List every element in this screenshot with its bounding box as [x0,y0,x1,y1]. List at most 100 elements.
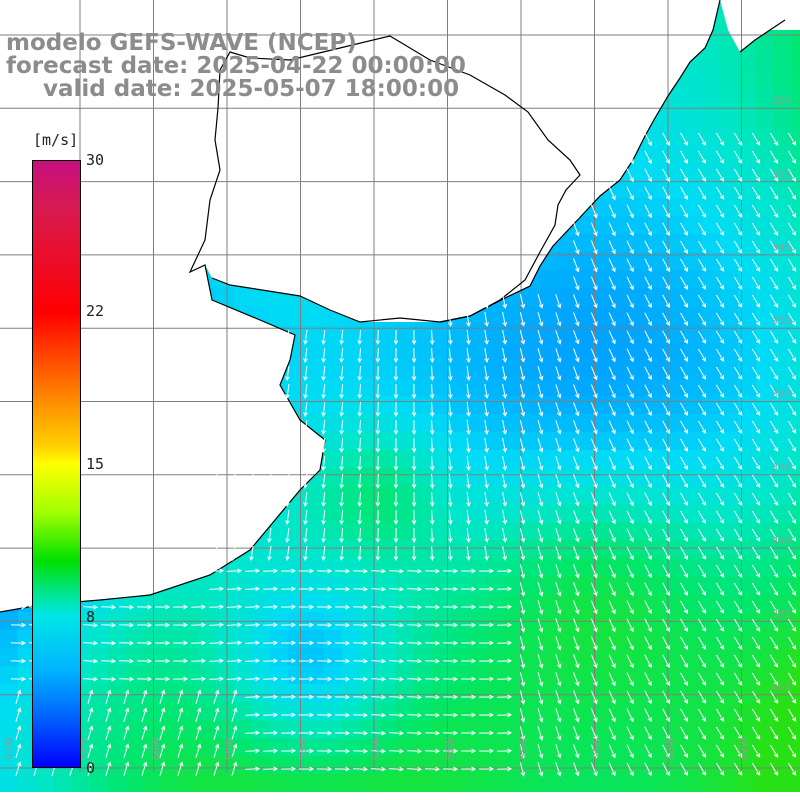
wind-arrow-icon [339,545,344,562]
wind-speed-cell [108,738,126,756]
wind-speed-cell [306,702,324,720]
wind-speed-cell [342,396,360,414]
wind-speed-cell [720,648,738,666]
wind-speed-cell [522,666,540,684]
wind-speed-cell [774,216,792,234]
wind-speed-cell [324,684,342,702]
wind-arrow-icon [244,694,261,700]
wind-arrow-icon [573,492,580,507]
wind-arrow-icon [555,582,562,597]
wind-arrow-icon [608,132,616,147]
wind-speed-cell [540,324,558,342]
wind-arrow-icon [447,455,453,472]
wind-arrow-icon [555,348,562,363]
wind-speed-cell [594,558,612,576]
wind-speed-cell [702,576,720,594]
wind-arrow-icon [502,402,508,417]
wind-arrow-icon [573,222,580,237]
wind-arrow-icon [662,402,670,417]
wind-arrow-icon [478,622,495,628]
wind-speed-cell [720,702,738,720]
wind-speed-cell [414,396,432,414]
wind-arrow-icon [715,240,725,254]
wind-arrow-icon [213,545,218,561]
wind-arrow-icon [298,694,315,700]
wind-arrow-icon [352,676,369,682]
wind-speed-cell [774,522,792,540]
wind-speed-cell [648,378,666,396]
wind-arrow-icon [466,383,471,399]
wind-speed-cell [576,774,594,792]
wind-arrow-icon [519,330,526,345]
wind-arrow-icon [334,640,351,646]
wind-arrow-icon [573,294,580,309]
wind-arrow-icon [787,402,797,416]
wind-arrow-icon [136,604,153,610]
wind-speed-cell [630,360,648,378]
wind-arrow-icon [339,329,344,346]
wind-speed-cell [702,450,720,468]
wind-arrow-icon [388,586,405,592]
wind-arrow-icon [208,658,225,664]
wind-speed-cell [522,396,540,414]
wind-arrow-icon [502,546,508,561]
wind-speed-cell [576,522,594,540]
wind-arrow-icon [231,689,238,704]
wind-arrow-icon [751,582,761,596]
wind-arrow-icon [370,748,387,754]
wind-arrow-icon [442,766,459,772]
wind-arrow-icon [698,636,707,650]
wind-arrow-icon [608,726,616,741]
wind-speed-cell [684,504,702,522]
wind-speed-cell [684,774,702,792]
wind-speed-cell [756,504,774,522]
wind-arrow-icon [626,222,634,237]
wind-speed-cell [486,396,504,414]
wind-arrow-icon [357,437,363,454]
wind-speed-cell [468,432,486,450]
wind-arrow-icon [105,725,112,740]
wind-arrow-icon [519,672,526,687]
wind-speed-cell [216,738,234,756]
wind-arrow-icon [698,672,707,686]
wind-speed-cell [486,342,504,360]
wind-arrow-icon [751,330,761,344]
wind-arrow-icon [698,330,707,344]
wind-speed-cell [738,558,756,576]
wind-arrow-icon [769,294,779,308]
wind-speed-cell [738,450,756,468]
wind-speed-cell [684,108,702,126]
wind-arrow-icon [537,402,544,417]
wind-speed-cell [378,468,396,486]
wind-speed-cell [612,648,630,666]
wind-arrow-icon [537,348,544,363]
wind-speed-cell [252,666,270,684]
wind-arrow-icon [555,762,562,777]
wind-arrow-icon [298,748,315,754]
wind-arrow-icon [484,420,489,435]
wind-arrow-icon [680,294,688,308]
wind-arrow-icon [411,509,417,526]
wind-arrow-icon [573,762,580,777]
wind-arrow-icon [316,748,333,754]
wind-arrow-icon [393,365,399,382]
wind-speed-cell [792,432,800,450]
wind-arrow-icon [321,491,326,507]
wind-arrow-icon [298,730,315,736]
wind-arrow-icon [388,676,405,682]
wind-speed-cell [18,774,36,792]
wind-arrow-icon [370,766,387,772]
wind-arrow-icon [172,622,189,628]
wind-arrow-icon [213,383,218,399]
wind-speed-cell [594,342,612,360]
wind-arrow-icon [460,586,477,592]
wind-arrow-icon [442,604,459,610]
wind-speed-cell [558,414,576,432]
wind-arrow-icon [262,604,279,610]
wind-arrow-icon [573,258,580,273]
wind-arrow-icon [680,546,688,560]
wind-speed-cell [522,756,540,774]
wind-speed-cell [738,360,756,378]
wind-arrow-icon [573,204,580,219]
wind-arrow-icon [733,204,743,218]
